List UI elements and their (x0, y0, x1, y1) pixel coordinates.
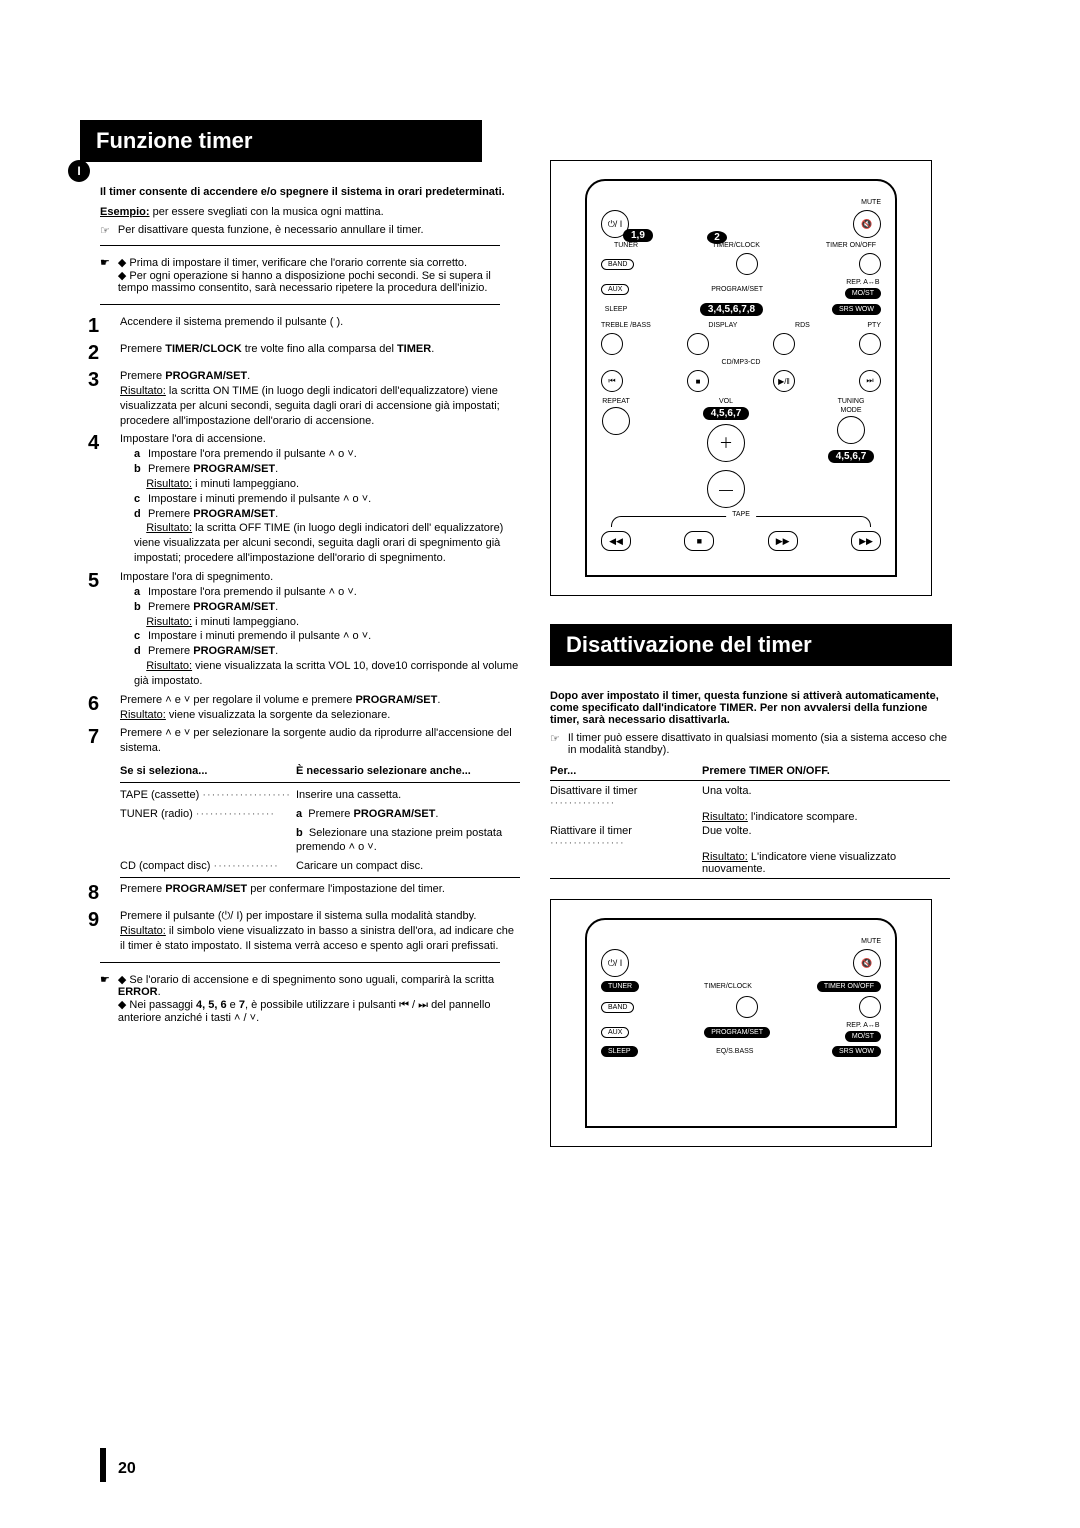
remote-diagram-1: MUTE ⏻/ I 🔇 1,9 2 TUNER TIMER/CLOCK TIME… (550, 160, 932, 596)
next-button[interactable]: ⏭ (859, 370, 881, 392)
timerclock-button[interactable] (736, 996, 758, 1018)
tape-ffend-button[interactable]: ▶▶ (851, 531, 881, 551)
step-9: 9 Premere il pulsante (⏻/ I) per imposta… (88, 909, 520, 954)
rds-button[interactable] (773, 333, 795, 355)
next-icon: ⏭ (418, 999, 428, 1011)
stop-button[interactable]: ■ (687, 370, 709, 392)
per-table: Per... Premere TIMER ON/OFF. Disattivare… (550, 764, 950, 879)
callout-5: 4,5,6,7 (828, 450, 875, 463)
mute-button[interactable]: 🔇 (853, 949, 881, 977)
prev-button[interactable]: ⏮ (601, 370, 623, 392)
srswow-button[interactable]: SRS WOW (832, 1046, 881, 1057)
section-title-2: Disattivazione del timer (550, 624, 952, 666)
separator (100, 245, 500, 246)
section-title-1: Funzione timer (80, 120, 482, 162)
step-5: 5 Impostare l'ora di spegnimento. aImpos… (88, 570, 520, 689)
tape-rew-button[interactable]: ◀◀ (601, 531, 631, 551)
power-button[interactable]: ⏻/ I (601, 949, 629, 977)
separator (100, 962, 500, 963)
tape-section (611, 516, 871, 527)
band-button[interactable]: BAND (601, 259, 634, 270)
pty-button[interactable] (859, 333, 881, 355)
region-badge: I (68, 160, 90, 182)
pre-notes: ☛ ◆ Prima di impostare il timer, verific… (100, 256, 520, 294)
timeronoff-button[interactable]: TIMER ON/OFF (817, 981, 881, 992)
mute-button[interactable]: 🔇 (853, 210, 881, 238)
intro-example: Esempio: per essere svegliati con la mus… (100, 206, 520, 218)
step-7: 7 Premere ˄ e ˅ per selezionare la sorge… (88, 726, 520, 878)
timeronoff-circ-button[interactable] (859, 996, 881, 1018)
page-bar (100, 1448, 106, 1482)
moist-button[interactable]: MO/ST (845, 1031, 881, 1042)
intro-bold: Il timer consente di accendere e/o spegn… (100, 186, 520, 198)
power-icon: ⏻/ I (222, 910, 240, 922)
hand-icon: ☛ (100, 256, 110, 269)
step-2: 2 Premere TIMER/CLOCK tre volte fino all… (88, 342, 520, 365)
timerclock-button[interactable] (736, 253, 758, 275)
selection-table: Se si seleziona... È necessario selezion… (120, 762, 520, 878)
tape-ff-button[interactable]: ▶▶ (768, 531, 798, 551)
section2-note: ☞ Il timer può essere disattivato in qua… (550, 732, 950, 756)
tuning-button[interactable] (837, 416, 865, 444)
aux-button[interactable]: AUX (601, 1027, 629, 1038)
step-8: 8 Premere PROGRAM/SET per confermare l'i… (88, 882, 520, 905)
repeat-button[interactable] (602, 407, 630, 435)
pointer-icon: ☞ (100, 224, 110, 237)
callout-2: 2 (707, 231, 727, 244)
right-column: MUTE ⏻/ I 🔇 1,9 2 TUNER TIMER/CLOCK TIME… (550, 120, 950, 1175)
callout-1-9: 1,9 (623, 229, 653, 242)
programset-button[interactable]: PROGRAM/SET (704, 1027, 770, 1038)
timeronoff-button[interactable] (859, 253, 881, 275)
band-button[interactable]: BAND (601, 1002, 634, 1013)
pointer-icon: ☞ (550, 732, 560, 745)
step-1: 1 Accendere il sistema premendo il pulsa… (88, 315, 520, 338)
prev-icon: ⏮ (399, 999, 409, 1011)
page-number: 20 (118, 1460, 136, 1478)
left-column: Funzione timer Il timer consente di acce… (80, 120, 520, 1175)
play-button[interactable]: ▶/ǁ (773, 370, 795, 392)
callout-3: 3,4,5,6,7,8 (700, 303, 763, 316)
step-3: 3 Premere PROGRAM/SET. Risultato: la scr… (88, 369, 520, 428)
post-notes: ☛ ◆ Se l'orario di accensione e di spegn… (100, 973, 520, 1024)
vol-up-button[interactable]: ＋ (707, 424, 745, 462)
srswow-button[interactable]: SRS WOW (832, 304, 881, 315)
step-4: 4 Impostare l'ora di accensione. aImpost… (88, 432, 520, 566)
callout-4: 4,5,6,7 (703, 407, 750, 420)
hand-icon: ☛ (100, 973, 110, 986)
tape-stop-button[interactable]: ■ (684, 531, 714, 551)
treble-button[interactable] (601, 333, 623, 355)
disable-note: ☞ Per disattivare questa funzione, è nec… (100, 224, 520, 237)
display-button[interactable] (687, 333, 709, 355)
tuner-button[interactable]: TUNER (601, 981, 639, 992)
sleep-button[interactable]: SLEEP (601, 1046, 638, 1057)
step-6: 6 Premere ˄ e ˅ per regolare il volume e… (88, 693, 520, 723)
separator (100, 304, 500, 305)
remote-diagram-2: MUTE ⏻/ I 🔇 TUNER TIMER/CLOCK TIMER ON/O… (550, 899, 932, 1147)
aux-button[interactable]: AUX (601, 284, 629, 295)
section2-intro: Dopo aver impostato il timer, questa fun… (550, 690, 950, 726)
vol-down-button[interactable]: — (707, 470, 745, 508)
moist-button[interactable]: MO/ST (845, 288, 881, 299)
